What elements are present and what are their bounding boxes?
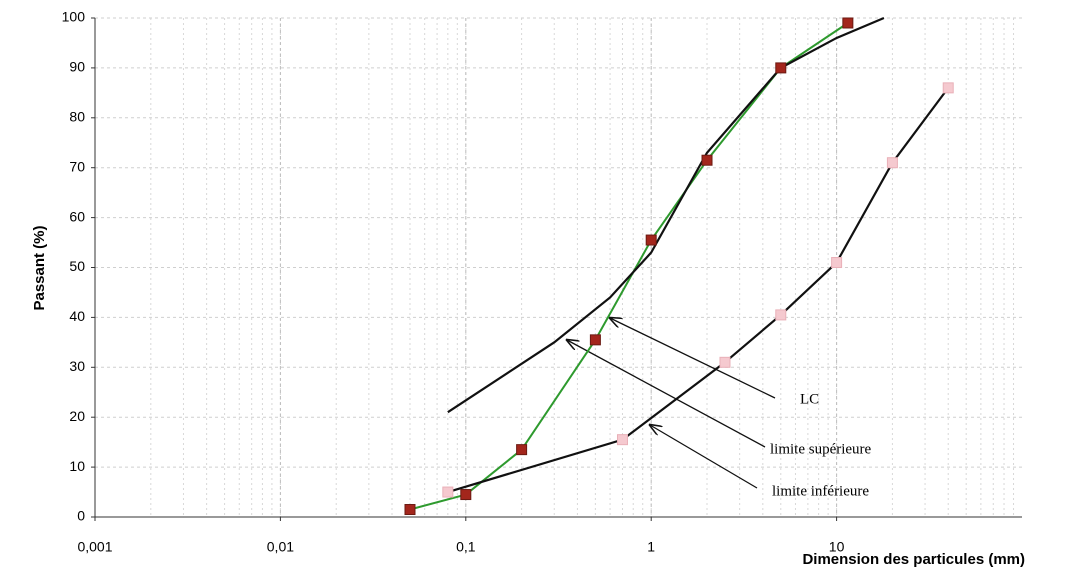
marker bbox=[775, 309, 787, 321]
x-tick-label: 10 bbox=[829, 539, 845, 555]
annotation: LC bbox=[800, 391, 819, 407]
arrow bbox=[610, 318, 776, 399]
x-tick-label: 1 bbox=[647, 539, 655, 555]
y-tick-label: 40 bbox=[69, 308, 85, 324]
marker bbox=[842, 17, 854, 29]
annotation: limite supérieure bbox=[770, 441, 872, 457]
marker bbox=[701, 154, 713, 166]
y-tick-label: 10 bbox=[69, 458, 85, 474]
marker bbox=[460, 489, 472, 501]
marker bbox=[442, 486, 454, 498]
arrow bbox=[650, 425, 758, 489]
marker bbox=[645, 234, 657, 246]
y-tick-label: 90 bbox=[69, 59, 85, 75]
x-tick-label: 0,001 bbox=[77, 539, 112, 555]
series-line bbox=[447, 87, 950, 494]
series-line bbox=[409, 22, 849, 511]
y-axis-label: Passant (%) bbox=[31, 225, 48, 310]
marker bbox=[886, 157, 898, 169]
y-tick-label: 60 bbox=[69, 208, 85, 224]
marker bbox=[831, 257, 843, 269]
x-axis-label: Dimension des particules (mm) bbox=[802, 551, 1025, 568]
marker bbox=[719, 356, 731, 368]
y-tick-label: 70 bbox=[69, 158, 85, 174]
x-tick-label: 0,01 bbox=[267, 539, 294, 555]
y-tick-label: 30 bbox=[69, 358, 85, 374]
y-tick-label: 50 bbox=[69, 258, 85, 274]
y-tick-label: 0 bbox=[77, 508, 85, 524]
marker bbox=[516, 444, 528, 456]
y-tick-label: 100 bbox=[62, 9, 86, 25]
y-tick-label: 20 bbox=[69, 408, 85, 424]
marker bbox=[775, 62, 787, 74]
arrow bbox=[567, 340, 766, 448]
marker bbox=[942, 82, 954, 94]
marker bbox=[589, 334, 601, 346]
marker bbox=[404, 504, 416, 516]
grid bbox=[94, 17, 1022, 518]
annotation: limite inférieure bbox=[772, 483, 869, 499]
x-tick-label: 0,1 bbox=[456, 539, 476, 555]
marker bbox=[616, 434, 628, 446]
y-tick-label: 80 bbox=[69, 109, 85, 125]
series-line bbox=[447, 16, 885, 414]
